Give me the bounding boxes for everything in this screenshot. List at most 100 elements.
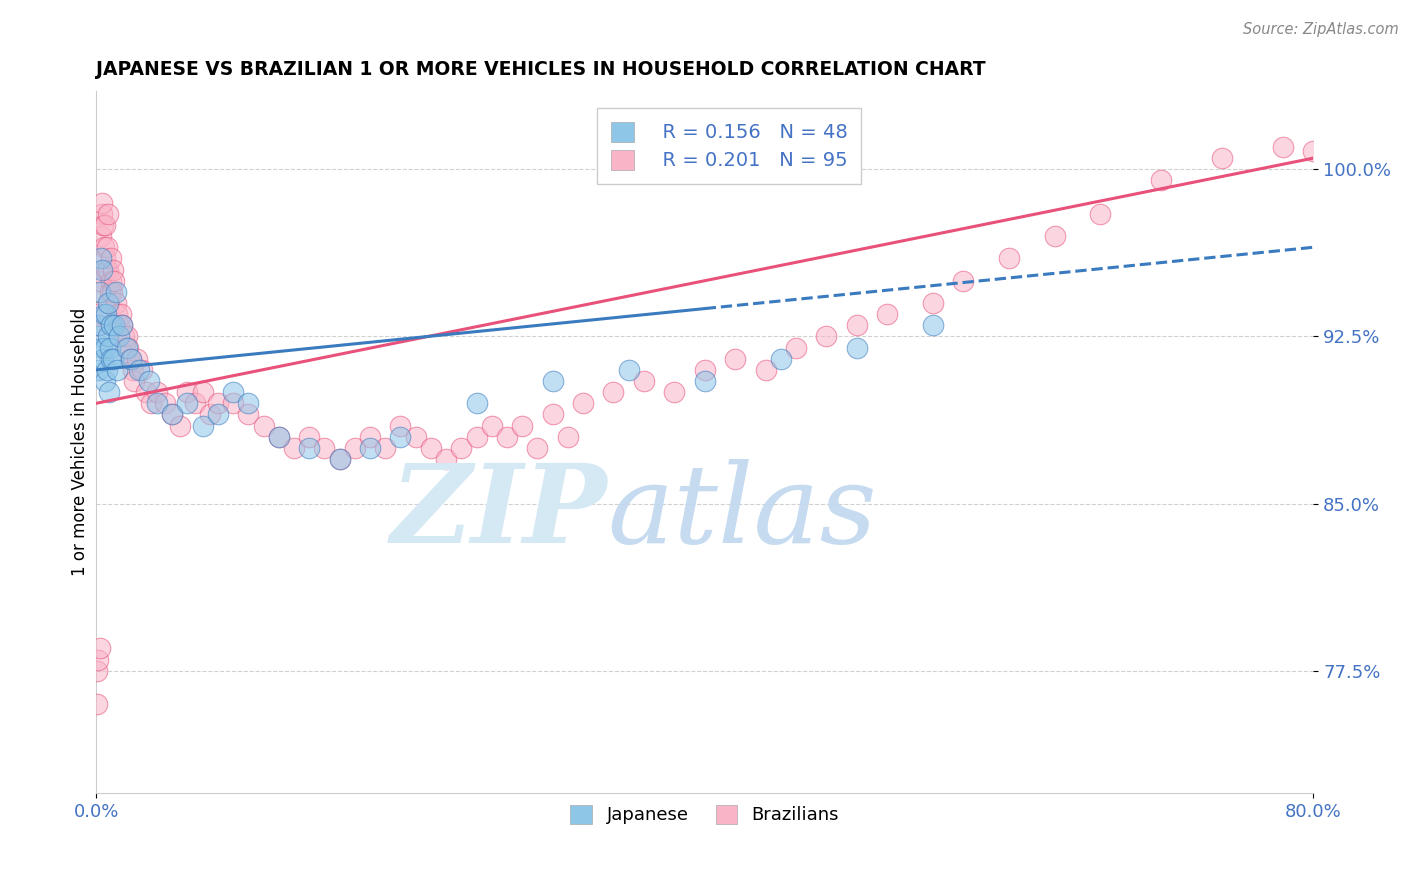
- Point: [112, 329, 135, 343]
- Point: [87, 318, 110, 333]
- Point: [267, 430, 290, 444]
- Point: [617, 363, 640, 377]
- Point: [602, 385, 624, 400]
- Point: [450, 441, 472, 455]
- Text: Source: ZipAtlas.com: Source: ZipAtlas.com: [1243, 22, 1399, 37]
- Point: [100, 274, 122, 288]
- Point: [267, 430, 290, 444]
- Point: [845, 318, 868, 333]
- Point: [329, 452, 352, 467]
- Point: [111, 318, 134, 333]
- Point: [111, 318, 134, 333]
- Point: [146, 396, 169, 410]
- Point: [419, 441, 441, 455]
- Point: [100, 351, 122, 366]
- Point: [120, 351, 142, 366]
- Point: [98, 341, 121, 355]
- Point: [115, 341, 138, 355]
- Point: [526, 441, 548, 455]
- Point: [97, 207, 120, 221]
- Text: JAPANESE VS BRAZILIAN 1 OR MORE VEHICLES IN HOUSEHOLD CORRELATION CHART: JAPANESE VS BRAZILIAN 1 OR MORE VEHICLES…: [96, 60, 986, 78]
- Point: [107, 363, 129, 377]
- Point: [139, 396, 162, 410]
- Point: [89, 285, 111, 299]
- Point: [86, 664, 108, 678]
- Point: [91, 351, 114, 366]
- Y-axis label: 1 or more Vehicles in Household: 1 or more Vehicles in Household: [72, 308, 89, 576]
- Point: [90, 229, 112, 244]
- Point: [94, 262, 117, 277]
- Point: [91, 262, 114, 277]
- Point: [86, 307, 108, 321]
- Point: [146, 385, 169, 400]
- Point: [104, 296, 127, 310]
- Text: atlas: atlas: [607, 458, 877, 566]
- Point: [1302, 145, 1324, 159]
- Point: [107, 307, 129, 321]
- Point: [359, 441, 381, 455]
- Point: [922, 296, 945, 310]
- Point: [785, 341, 807, 355]
- Point: [405, 430, 427, 444]
- Point: [98, 285, 121, 299]
- Point: [359, 430, 381, 444]
- Point: [1150, 173, 1173, 187]
- Point: [238, 408, 260, 422]
- Point: [481, 418, 503, 433]
- Point: [755, 363, 778, 377]
- Point: [104, 285, 127, 299]
- Point: [127, 351, 149, 366]
- Point: [845, 341, 868, 355]
- Point: [135, 385, 157, 400]
- Point: [103, 318, 125, 333]
- Point: [191, 418, 214, 433]
- Point: [374, 441, 396, 455]
- Point: [434, 452, 457, 467]
- Point: [114, 341, 136, 355]
- Point: [1271, 140, 1294, 154]
- Point: [769, 351, 792, 366]
- Point: [120, 351, 142, 366]
- Point: [191, 385, 214, 400]
- Point: [184, 396, 207, 410]
- Point: [94, 341, 117, 355]
- Point: [389, 430, 412, 444]
- Point: [465, 396, 488, 410]
- Point: [162, 408, 184, 422]
- Point: [1211, 151, 1233, 165]
- Point: [998, 252, 1021, 266]
- Point: [86, 329, 108, 343]
- Point: [91, 195, 114, 210]
- Point: [87, 652, 110, 666]
- Point: [97, 296, 120, 310]
- Point: [510, 418, 533, 433]
- Point: [89, 318, 111, 333]
- Point: [815, 329, 838, 343]
- Point: [90, 207, 112, 221]
- Point: [93, 307, 115, 321]
- Point: [98, 385, 121, 400]
- Point: [162, 408, 184, 422]
- Point: [98, 296, 121, 310]
- Point: [94, 252, 117, 266]
- Point: [876, 307, 898, 321]
- Point: [128, 363, 150, 377]
- Point: [222, 396, 245, 410]
- Point: [121, 363, 143, 377]
- Point: [343, 441, 366, 455]
- Point: [664, 385, 686, 400]
- Point: [283, 441, 305, 455]
- Point: [138, 374, 160, 388]
- Point: [465, 430, 488, 444]
- Point: [922, 318, 945, 333]
- Point: [633, 374, 655, 388]
- Point: [693, 363, 716, 377]
- Point: [86, 697, 108, 711]
- Text: ZIP: ZIP: [391, 458, 607, 566]
- Point: [117, 341, 139, 355]
- Point: [200, 408, 222, 422]
- Point: [724, 351, 747, 366]
- Point: [100, 318, 122, 333]
- Point: [118, 351, 141, 366]
- Point: [557, 430, 579, 444]
